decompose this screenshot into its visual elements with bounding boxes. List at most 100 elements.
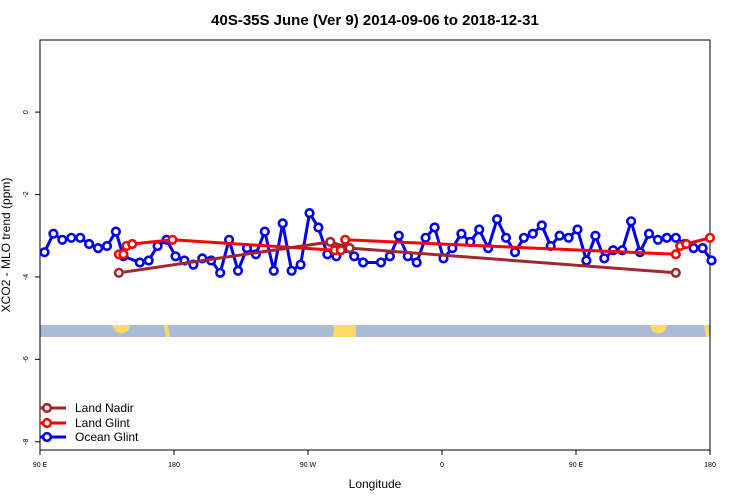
y-tick-label: -6 (23, 356, 30, 362)
data-point-ocean-glint (661, 232, 672, 243)
map-land-patch (650, 325, 667, 334)
data-point-ocean-glint (232, 265, 244, 276)
data-point-ocean-glint (456, 228, 467, 239)
data-point-ocean-glint (215, 267, 226, 278)
y-axis: 0 -2 -4 -6 -8 (23, 110, 40, 445)
data-point-ocean-glint (599, 253, 610, 264)
data-point-ocean-glint (110, 226, 121, 237)
data-point-ocean-glint (536, 220, 547, 231)
chart-title: 40S-35S June (Ver 9) 2014-09-06 to 2018-… (211, 12, 539, 29)
data-point-ocean-glint (697, 243, 708, 254)
data-point-ocean-glint (66, 232, 77, 243)
data-point-ocean-glint (75, 232, 86, 243)
series-land-glint (113, 232, 716, 260)
data-point-ocean-glint (706, 255, 717, 266)
plot-frame (39, 39, 711, 451)
data-point-ocean-glint (101, 240, 113, 252)
y-tick-label: 0 (23, 110, 30, 114)
x-tick-label: 180 (168, 462, 180, 469)
data-point-ocean-glint (688, 243, 699, 254)
data-point-ocean-glint (652, 234, 664, 245)
legend-item-ocean-glint: Ocean Glint (40, 430, 139, 444)
legend-label-ocean-glint: Ocean Glint (75, 430, 139, 444)
data-point-ocean-glint (170, 251, 181, 262)
data-point-ocean-glint (277, 218, 288, 229)
data-point-ocean-glint (625, 216, 637, 227)
map-land-patch (112, 325, 130, 334)
data-point-land-glint (167, 234, 178, 245)
legend-marker-ocean-glint (41, 431, 53, 443)
data-point-ocean-glint (48, 228, 59, 239)
data-point-ocean-glint (581, 255, 592, 266)
data-point-ocean-glint (518, 232, 530, 243)
series-layer (39, 208, 717, 278)
legend-marker-land-glint (41, 417, 53, 429)
data-point-ocean-glint (393, 230, 404, 241)
data-point-ocean-glint (375, 257, 387, 268)
data-point-ocean-glint (83, 238, 95, 250)
data-point-ocean-glint (384, 251, 396, 262)
data-point-ocean-glint (304, 208, 315, 219)
data-point-ocean-glint (563, 232, 574, 243)
data-point-ocean-glint (349, 251, 360, 262)
y-tick-label: -8 (23, 439, 30, 445)
data-point-ocean-glint (358, 257, 369, 268)
data-point-ocean-glint (295, 259, 306, 270)
data-point-ocean-glint (152, 240, 163, 252)
series-line-land-nadir (118, 240, 676, 275)
data-point-land-glint (704, 232, 716, 243)
map-land-patch (333, 325, 356, 337)
data-point-land-nadir (670, 267, 681, 278)
legend: Land Nadir Land Glint Ocean Glint (40, 401, 139, 444)
data-point-ocean-glint (286, 265, 297, 276)
data-point-ocean-glint (420, 232, 431, 243)
y-tick-label: -2 (23, 191, 30, 197)
data-point-ocean-glint (259, 226, 270, 237)
data-point-land-nadir (344, 243, 355, 254)
data-point-ocean-glint (39, 247, 50, 258)
map-band (40, 325, 710, 337)
x-tick-label: 90 E (33, 462, 48, 469)
data-point-ocean-glint (313, 222, 324, 233)
legend-item-land-glint: Land Glint (40, 416, 130, 430)
data-point-ocean-glint (411, 257, 422, 268)
legend-label-land-nadir: Land Nadir (75, 401, 134, 415)
data-point-ocean-glint (474, 224, 485, 235)
data-point-land-glint (681, 238, 692, 250)
legend-marker-land-nadir (41, 402, 53, 414)
data-point-ocean-glint (92, 243, 104, 254)
data-point-ocean-glint (509, 247, 521, 258)
data-point-ocean-glint (590, 230, 601, 241)
data-point-land-glint (118, 249, 129, 260)
data-point-ocean-glint (134, 257, 145, 268)
map-land-patch (704, 325, 710, 337)
data-point-land-glint (340, 234, 351, 245)
data-point-land-nadir (113, 267, 124, 278)
x-tick-label: 90 E (569, 462, 584, 469)
data-point-ocean-glint (429, 222, 440, 233)
data-point-ocean-glint (500, 232, 512, 243)
x-axis-label: Longitude (349, 477, 402, 491)
data-point-ocean-glint (527, 228, 538, 239)
data-point-land-glint (127, 238, 138, 250)
legend-item-land-nadir: Land Nadir (40, 401, 134, 415)
data-point-ocean-glint (57, 234, 68, 245)
map-ocean-strip (40, 325, 710, 337)
data-point-ocean-glint (554, 230, 565, 241)
data-point-ocean-glint (492, 214, 503, 225)
data-point-ocean-glint (572, 224, 583, 235)
legend-label-land-glint: Land Glint (75, 416, 130, 430)
data-point-land-glint (670, 249, 681, 260)
x-tick-label: 180 (704, 462, 716, 469)
series-land-nadir (113, 236, 681, 278)
data-point-ocean-glint (643, 228, 655, 239)
x-tick-label: 0 (440, 462, 444, 469)
x-axis: 90 E 180 90 W 0 90 E 180 (33, 450, 716, 469)
y-axis-label: XCO2 - MLO trend (ppm) (0, 178, 13, 313)
x-tick-label: 90 W (300, 462, 317, 469)
y-tick-label: -4 (23, 274, 30, 280)
data-point-ocean-glint (143, 255, 154, 266)
map-land-patch (164, 325, 170, 337)
data-point-ocean-glint (670, 232, 681, 243)
